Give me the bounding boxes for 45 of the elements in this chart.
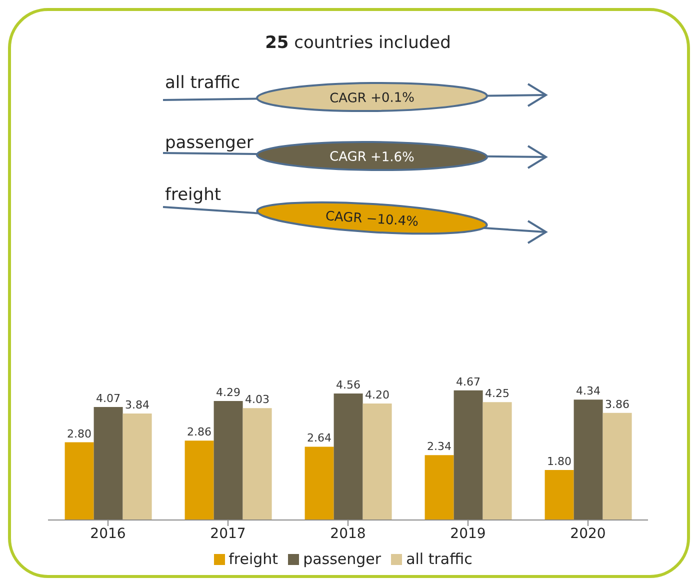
data-label: 4.20 (365, 388, 390, 402)
x-tick-label: 2019 (450, 526, 486, 542)
data-label: 4.29 (216, 386, 241, 399)
data-label: 2.34 (427, 440, 452, 454)
data-label: 3.86 (605, 398, 630, 411)
text: passenger (165, 133, 254, 153)
data-label: 1.80 (547, 455, 572, 468)
data-label: 4.25 (485, 387, 510, 400)
text: CAGR +1.6% (329, 150, 415, 166)
data-label: 2.80 (67, 427, 92, 440)
bar (64, 442, 94, 520)
bar (94, 407, 123, 520)
data-label: 4.34 (576, 384, 601, 398)
bar (242, 408, 272, 520)
legend-label: all traffic (406, 550, 472, 568)
bar (214, 400, 243, 520)
data-label: 4.67 (456, 375, 481, 388)
legend-label: passenger (303, 550, 382, 568)
bar (334, 393, 363, 520)
data-label: 4.07 (96, 392, 121, 406)
bar (482, 402, 512, 520)
data-label: 3.84 (125, 398, 150, 412)
text: CAGR −10.4% (324, 209, 419, 230)
bar (184, 440, 214, 520)
x-tick-label: 2017 (210, 526, 246, 542)
bar (544, 470, 574, 520)
bar (424, 455, 454, 520)
bar (362, 403, 392, 520)
x-tick-label: 2020 (570, 526, 606, 542)
data-label: 2.64 (307, 432, 332, 445)
bar (602, 412, 632, 520)
text: all traffic (165, 73, 240, 93)
legend-label: freight (228, 550, 278, 568)
data-label: 2.86 (187, 426, 212, 439)
bar (304, 446, 334, 520)
bar (574, 400, 603, 520)
chart-title: 25 countries included (265, 33, 451, 53)
x-tick-label: 2018 (330, 526, 366, 542)
bar (454, 390, 483, 520)
bar (122, 413, 152, 520)
data-label: 4.03 (245, 393, 270, 406)
x-tick-label: 2016 (90, 526, 126, 542)
data-label: 4.56 (336, 378, 361, 392)
text: CAGR +0.1% (329, 90, 415, 106)
text: freight (165, 185, 222, 205)
